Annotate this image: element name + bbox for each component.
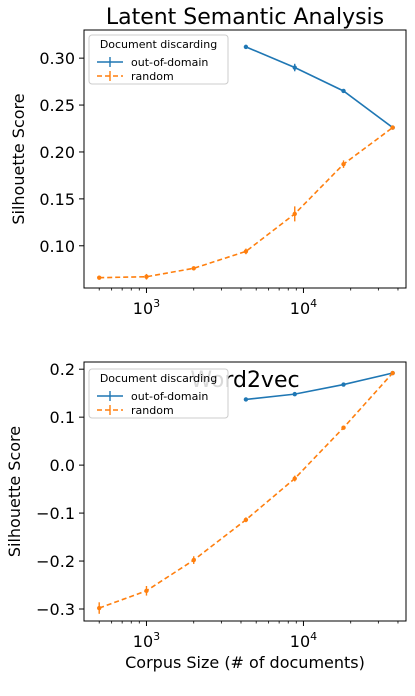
data-point bbox=[292, 65, 297, 70]
data-point bbox=[292, 211, 297, 217]
data-point bbox=[341, 425, 346, 430]
data-point bbox=[97, 605, 102, 611]
data-point bbox=[144, 588, 149, 593]
chart-0: Latent Semantic Analysis 103 104 0.10 0.15 0.… bbox=[9, 5, 407, 318]
series-line bbox=[245, 372, 393, 401]
data-point bbox=[243, 517, 249, 522]
series-random bbox=[97, 125, 395, 280]
data-point bbox=[341, 382, 346, 387]
x-tick-label: 103 bbox=[133, 630, 160, 651]
x-tick-label: 104 bbox=[290, 297, 317, 318]
data-point bbox=[390, 370, 395, 376]
y-axis-label: Silhouette Score bbox=[9, 93, 28, 224]
series-out-of-domain bbox=[243, 44, 395, 130]
legend-label: random bbox=[131, 404, 174, 417]
data-point bbox=[292, 476, 297, 481]
y-tick-label: −0.2 bbox=[36, 552, 75, 571]
y-tick-label: 0.30 bbox=[39, 49, 75, 68]
series-random bbox=[97, 370, 395, 614]
data-point bbox=[191, 557, 196, 563]
legend-title: Document discarding bbox=[100, 372, 217, 385]
data-point bbox=[97, 275, 102, 280]
y-tick-label: −0.1 bbox=[36, 504, 75, 523]
x-axis-label: Corpus Size (# of documents) bbox=[125, 653, 365, 672]
data-point bbox=[144, 274, 149, 279]
y-tick-label: 0.20 bbox=[39, 143, 75, 162]
y-tick-label: 0.2 bbox=[50, 360, 75, 379]
legend-title: Document discarding bbox=[100, 38, 217, 51]
legend-label: out-of-domain bbox=[131, 56, 208, 69]
data-point bbox=[243, 249, 249, 254]
legend-label: out-of-domain bbox=[131, 390, 208, 403]
y-tick-label: 0.25 bbox=[39, 96, 75, 115]
x-tick-label: 103 bbox=[133, 297, 160, 318]
legend-box bbox=[88, 34, 229, 85]
data-point bbox=[390, 125, 395, 130]
legend-box bbox=[88, 368, 229, 419]
y-tick-label: 0.10 bbox=[39, 237, 75, 256]
data-point bbox=[341, 88, 346, 94]
legend-label: random bbox=[131, 70, 174, 83]
data-point bbox=[292, 391, 297, 397]
y-axis-label: Silhouette Score bbox=[5, 426, 24, 557]
data-point bbox=[341, 161, 346, 167]
axes-frame bbox=[83, 361, 407, 622]
y-tick-label: 0.0 bbox=[50, 456, 75, 475]
axes-frame bbox=[83, 29, 407, 289]
data-point bbox=[243, 44, 249, 50]
y-tick-label: −0.3 bbox=[36, 600, 75, 619]
data-point bbox=[191, 266, 196, 271]
data-point bbox=[243, 397, 249, 402]
series-line bbox=[99, 126, 394, 279]
x-tick-label: 104 bbox=[290, 630, 317, 651]
y-tick-label: 0.1 bbox=[50, 408, 75, 427]
series-line bbox=[245, 46, 394, 129]
chart-title: Latent Semantic Analysis bbox=[106, 5, 384, 30]
y-tick-label: 0.15 bbox=[39, 190, 75, 209]
